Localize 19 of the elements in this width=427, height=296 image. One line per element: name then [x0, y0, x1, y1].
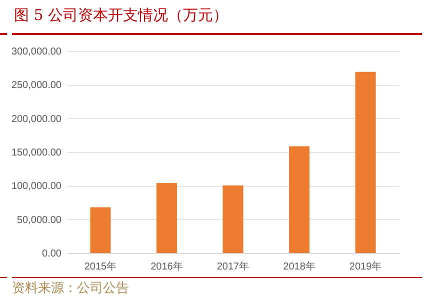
bar — [288, 146, 310, 253]
y-tick-label: 150,000.00 — [11, 148, 62, 158]
x-tick-label: 2015年 — [84, 260, 117, 272]
bar — [156, 182, 178, 253]
x-tick-label: 2016年 — [150, 260, 183, 272]
y-tick-label: 0.00 — [42, 248, 62, 260]
y-tick-label: 300,000.00 — [11, 46, 62, 58]
chart-title: 图 5 公司资本开支情况（万元） — [14, 6, 228, 25]
y-tick-label: 250,000.00 — [11, 80, 62, 92]
x-tick-label: 2019年 — [349, 260, 382, 272]
text: 资料来源：公司公告 — [12, 280, 129, 296]
y-tick-label: 50,000.00 — [17, 214, 62, 226]
y-tick-label: 100,000.00 — [11, 181, 62, 192]
x-tick-label: 2018年 — [283, 260, 316, 272]
bar — [90, 207, 111, 253]
y-tick-label: 200,000.00 — [11, 114, 62, 125]
bar — [222, 185, 244, 253]
bar — [355, 72, 376, 253]
x-tick-label: 2017年 — [216, 260, 250, 272]
